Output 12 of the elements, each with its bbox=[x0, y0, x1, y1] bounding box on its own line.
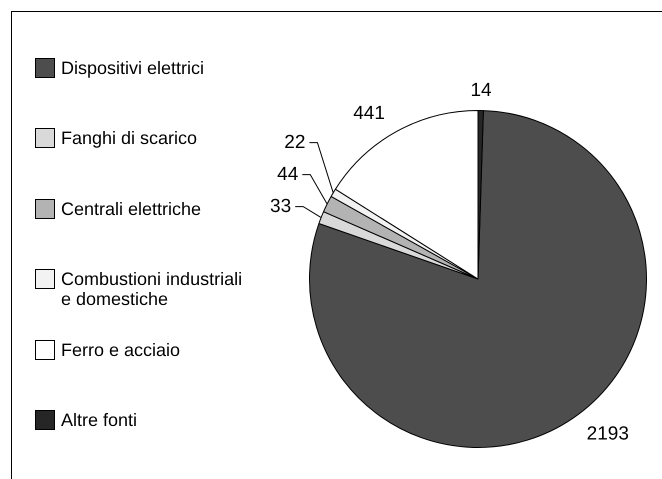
legend-label: Fanghi di scarico bbox=[61, 128, 198, 148]
data-label: 22 bbox=[284, 132, 306, 153]
legend-label: Centrali elettriche bbox=[61, 198, 202, 219]
data-label: 44 bbox=[277, 164, 299, 185]
legend-label: Combustioni industriali e domestiche bbox=[61, 269, 244, 310]
legend-label: Dispositivi elettrici bbox=[61, 58, 206, 78]
data-label: 14 bbox=[470, 80, 492, 101]
legend-label: Altre fonti bbox=[61, 410, 138, 430]
data-label: 33 bbox=[270, 196, 292, 217]
legend-label: Ferro e acciaio bbox=[61, 340, 182, 360]
data-label: 2193 bbox=[586, 424, 629, 445]
data-label: 441 bbox=[353, 103, 385, 124]
